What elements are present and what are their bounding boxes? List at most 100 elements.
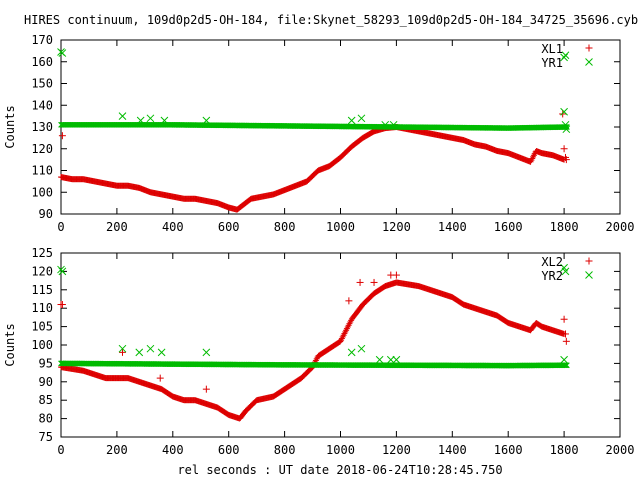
bottom-yr2-outlier — [157, 348, 166, 357]
top-y-tick-label: 170 — [31, 33, 53, 47]
top-xl1-outlier — [562, 156, 570, 164]
bottom-yr2-outlier — [560, 355, 568, 364]
bottom-yr2-outlier — [375, 355, 384, 364]
bottom-x-tick-label: 1800 — [550, 443, 579, 457]
top-yr1-outlier — [202, 116, 211, 125]
bottom-plot-frame — [60, 252, 621, 438]
top-y-tick-label: 130 — [31, 120, 53, 134]
bottom-y-axis-label: Counts — [3, 323, 17, 366]
top-tick-layer: 0 200 400 600 800 1000 1200 1400 1600 1800 2000 90 1… — [31, 33, 634, 234]
bottom-x-tick-label: 2000 — [606, 443, 635, 457]
top-legend-label-0: XL1 — [541, 42, 563, 56]
top-yr1-outlier — [347, 116, 356, 125]
top-y-tick-label: 150 — [31, 77, 53, 91]
bottom-y-tick-label: 100 — [31, 338, 53, 352]
top-x-tick-label: 0 — [57, 220, 64, 234]
top-yr1-outlier — [560, 107, 568, 116]
bottom-x-tick-label: 1600 — [494, 443, 523, 457]
bottom-y-tick-label: 110 — [31, 301, 53, 315]
top-yr1-outlier — [118, 112, 127, 120]
bottom-xl2-outlier — [118, 348, 126, 356]
bottom-x-axis-label: rel seconds : UT date 2018-06-24T10:28:4… — [177, 463, 502, 477]
top-y-tick-label: 110 — [31, 164, 53, 178]
top-x-tick-label: 1400 — [438, 220, 467, 234]
top-y-tick-label: 140 — [31, 98, 53, 112]
top-yr1-outlier — [560, 53, 568, 62]
top-xl1-outlier — [58, 132, 66, 140]
bottom-y-tick-label: 95 — [39, 356, 53, 370]
top-panel: 0 200 400 600 800 1000 1200 1400 1600 1800 2000 90 1… — [3, 33, 634, 234]
bottom-y-tick-label: 80 — [39, 412, 53, 426]
bottom-yr2-outlier — [202, 348, 211, 357]
bottom-xl2-outlier — [58, 301, 66, 309]
top-yr1-outlier — [160, 116, 169, 125]
bottom-yr2-outlier — [357, 344, 366, 353]
top-y-tick-label: 120 — [31, 142, 53, 156]
top-yr1-outlier — [381, 120, 390, 129]
bottom-xl2-outlier — [370, 278, 378, 286]
bottom-yr2-outlier — [118, 344, 127, 353]
bottom-yr2-outlier — [392, 355, 401, 364]
bottom-yr2-outlier — [58, 267, 67, 276]
bottom-legend-label-0: XL2 — [541, 255, 563, 269]
bottom-y-tick-label: 75 — [39, 430, 53, 444]
top-yr1-outlier — [58, 49, 67, 57]
top-legend-marker-1 — [585, 58, 593, 66]
bottom-yr2-outlier — [347, 348, 356, 357]
bottom-legend-marker-0 — [585, 257, 593, 265]
bottom-legend: XL2 YR2 — [541, 255, 593, 283]
top-legend-label-1: YR1 — [541, 56, 563, 70]
top-legend: XL1 YR1 — [541, 42, 593, 70]
top-yr1-outlier — [146, 114, 155, 123]
bottom-y-tick-label: 90 — [39, 375, 53, 389]
bottom-xl2-outlier — [562, 337, 570, 345]
bottom-marks-layer — [57, 263, 570, 422]
bottom-x-tick-label: 1200 — [382, 443, 411, 457]
bottom-y-tick-label: 120 — [31, 264, 53, 278]
bottom-xl2-outlier — [356, 278, 364, 286]
bottom-xl2-outlier — [156, 374, 164, 382]
bottom-xl2-outlier — [561, 330, 569, 338]
bottom-yr2-point — [564, 362, 570, 369]
bottom-tick-layer: 0 200 400 600 800 1000 1200 1400 1600 1800 2000 75 8… — [31, 246, 634, 457]
top-y-tick-label: 160 — [31, 55, 53, 69]
bottom-x-tick-label: 800 — [274, 443, 296, 457]
bottom-x-tick-label: 0 — [57, 443, 64, 457]
bottom-yr2-outlier — [135, 348, 144, 357]
bottom-y-tick-label: 115 — [31, 283, 53, 297]
bottom-y-tick-label: 105 — [31, 320, 53, 334]
bottom-panel: 0 200 400 600 800 1000 1200 1400 1600 1800 2000 75 8… — [3, 246, 634, 477]
bottom-legend-label-1: YR2 — [541, 269, 563, 283]
bottom-yr2-outlier — [561, 267, 570, 276]
bottom-x-tick-label: 1400 — [438, 443, 467, 457]
bottom-y-tick-label: 85 — [39, 393, 53, 407]
top-yr1-outlier — [561, 51, 570, 60]
bottom-x-tick-label: 600 — [218, 443, 240, 457]
top-x-tick-label: 2000 — [606, 220, 635, 234]
top-legend-marker-0 — [585, 44, 593, 52]
bottom-x-tick-label: 200 — [106, 443, 128, 457]
bottom-xl2-outlier — [392, 271, 400, 279]
top-x-tick-label: 600 — [218, 220, 240, 234]
top-x-tick-label: 1000 — [326, 220, 355, 234]
bottom-x-tick-label: 400 — [162, 443, 184, 457]
top-y-tick-label: 90 — [39, 207, 53, 221]
top-x-tick-label: 800 — [274, 220, 296, 234]
top-marks-layer — [57, 48, 571, 213]
top-x-tick-label: 1200 — [382, 220, 411, 234]
bottom-xl2-outlier — [345, 297, 353, 305]
bottom-y-tick-label: 125 — [31, 246, 53, 260]
top-x-tick-label: 1800 — [550, 220, 579, 234]
top-yr1-outlier — [389, 120, 398, 129]
top-x-tick-label: 200 — [106, 220, 128, 234]
top-x-tick-label: 1600 — [494, 220, 523, 234]
top-xl1-outlier — [559, 110, 567, 118]
bottom-x-tick-label: 1000 — [326, 443, 355, 457]
top-y-axis-label: Counts — [3, 105, 17, 148]
top-yr1-outlier — [136, 116, 145, 125]
top-y-tick-label: 100 — [31, 185, 53, 199]
bottom-yr2-outlier — [386, 355, 395, 364]
figure-title: HIRES continuum, 109d0p2d5-OH-184, file:… — [24, 13, 640, 27]
top-yr1-outlier — [357, 114, 366, 123]
